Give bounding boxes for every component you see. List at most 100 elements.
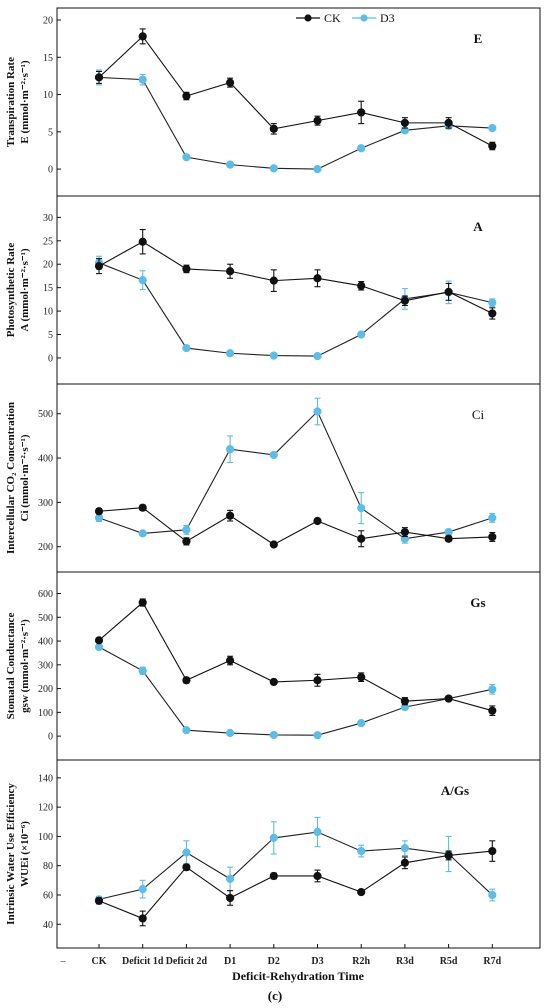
data-point-ck <box>313 116 322 125</box>
data-point-ck <box>226 893 235 903</box>
data-point-ck <box>357 534 366 543</box>
data-point-ck <box>269 677 278 687</box>
y-tick-label: 0 <box>48 732 53 743</box>
legend-item-d3: D3 <box>352 11 395 25</box>
y-tick-label: 40 <box>43 920 53 931</box>
data-point-ck <box>269 871 278 881</box>
panel-2: 0 5 10 15 20 25 30 Photosynthetic Rate A (mmol·m… <box>5 195 541 385</box>
data-point-ck <box>138 914 147 923</box>
data-point-d3 <box>182 848 191 857</box>
panel-4: 0 100 200 300 400 500 600 Stomatal Conductance g… <box>5 571 541 761</box>
data-point-d3 <box>138 885 147 894</box>
data-point-ck <box>488 309 497 318</box>
data-point-ck <box>444 534 453 543</box>
data-point-ck <box>138 598 147 607</box>
data-point-ck <box>269 124 278 133</box>
data-point-d3 <box>313 351 322 361</box>
y-tick-label: 15 <box>43 283 53 294</box>
data-point-d3 <box>313 731 322 740</box>
x-tick-label: Deficit 1d <box>122 956 164 967</box>
legend-marker <box>360 14 368 22</box>
data-point-ck <box>269 276 278 285</box>
y-axis-label-line1: Intrinsic Water Use Efficiency <box>5 783 17 925</box>
y-axis-label-line2: gsw (mmol·m⁻²·s⁻¹) <box>19 619 31 713</box>
y-tick-label: 80 <box>43 861 53 872</box>
series-line-d3 <box>98 831 493 900</box>
y-tick-label: 20 <box>43 16 53 27</box>
y-tick-label: 25 <box>43 236 53 247</box>
data-point-ck <box>226 656 235 665</box>
data-point-d3 <box>488 890 497 900</box>
y-tick-label: 600 <box>38 589 53 600</box>
data-point-ck <box>444 118 453 127</box>
series-d3 <box>94 642 497 740</box>
data-point-ck <box>94 73 104 82</box>
data-point-ck <box>182 863 191 872</box>
y-tick-label: 400 <box>38 454 53 465</box>
y-tick-label: 20 <box>43 260 53 271</box>
data-point-ck <box>488 141 497 151</box>
data-point-ck <box>138 32 147 41</box>
x-axis: – CK Deficit 1d Deficit 2d D1 D2 D3 R2h R3d R5d R7… <box>60 944 502 967</box>
y-axis-label-line1: Photosynthetic Rate <box>5 243 17 338</box>
data-point-d3 <box>313 164 322 174</box>
data-point-ck <box>94 896 104 905</box>
data-point-ck <box>269 540 278 549</box>
panel-frame <box>56 571 541 761</box>
data-point-d3 <box>488 513 497 522</box>
y-tick-label: 10 <box>43 307 53 318</box>
y-tick-label: 120 <box>38 803 53 814</box>
data-point-ck <box>400 296 409 305</box>
data-point-d3 <box>357 504 366 513</box>
data-point-ck <box>313 871 322 881</box>
panel-frame <box>56 7 541 197</box>
series-d3 <box>94 816 497 904</box>
data-point-d3 <box>488 298 497 307</box>
data-point-d3 <box>488 685 497 694</box>
data-point-ck <box>226 511 235 520</box>
series-line-d3 <box>98 262 493 357</box>
data-point-d3 <box>226 349 235 358</box>
y-axis-label-line2: E (mmol·m⁻²·s⁻¹) <box>19 60 31 144</box>
data-point-ck <box>94 262 104 271</box>
data-point-ck <box>138 503 147 512</box>
data-point-d3 <box>182 153 191 162</box>
data-point-ck <box>488 706 497 715</box>
x-tick-label: D1 <box>224 956 236 967</box>
x-tick-label: D2 <box>268 956 280 967</box>
y-tick-label: 200 <box>38 542 53 553</box>
y-axis-label-line1: Intercellular CO₂ Concentration <box>5 402 17 554</box>
data-point-d3 <box>138 666 147 675</box>
y-axis-label-line2: WUEi (×10⁻⁶) <box>19 821 31 887</box>
y-tick-label: 5 <box>48 330 53 341</box>
data-point-d3 <box>269 164 278 173</box>
data-point-ck <box>182 91 191 101</box>
data-point-d3 <box>313 827 322 837</box>
series-ck <box>94 503 497 549</box>
series-line-ck <box>98 35 493 147</box>
data-point-d3 <box>444 527 453 537</box>
data-point-ck <box>357 108 366 117</box>
series-line-d3 <box>98 76 493 170</box>
panel-title: A <box>473 219 483 234</box>
panel-1: 0 5 10 15 20 Transpiration Rate E (mmol·m⁻²·s⁻… <box>5 7 541 197</box>
x-tick-label: – <box>60 956 67 967</box>
y-tick-label: 100 <box>38 832 53 843</box>
panel-3: 200 300 400 500 Intercellular CO₂ Concentrat… <box>5 383 541 573</box>
y-axis-label-line2: A (mmol·m⁻²·s⁻¹) <box>19 248 31 332</box>
data-point-ck <box>94 636 104 645</box>
y-tick-label: 30 <box>43 213 53 224</box>
panel-frame <box>56 383 541 573</box>
x-tick-label: CK <box>92 956 107 967</box>
x-axis-label: Deficit-Rehydration Time <box>232 969 365 983</box>
legend-marker <box>304 14 312 22</box>
data-point-ck <box>94 507 104 516</box>
y-axis-label-line1: Stomatal Conductance <box>5 613 17 720</box>
panel-title: A/Gs <box>441 783 469 798</box>
y-tick-label: 400 <box>38 637 53 648</box>
series-ck <box>94 598 497 716</box>
y-axis-label-line1: Transpiration Rate <box>5 57 17 147</box>
data-point-ck <box>182 676 191 685</box>
y-tick-label: 300 <box>38 498 53 509</box>
